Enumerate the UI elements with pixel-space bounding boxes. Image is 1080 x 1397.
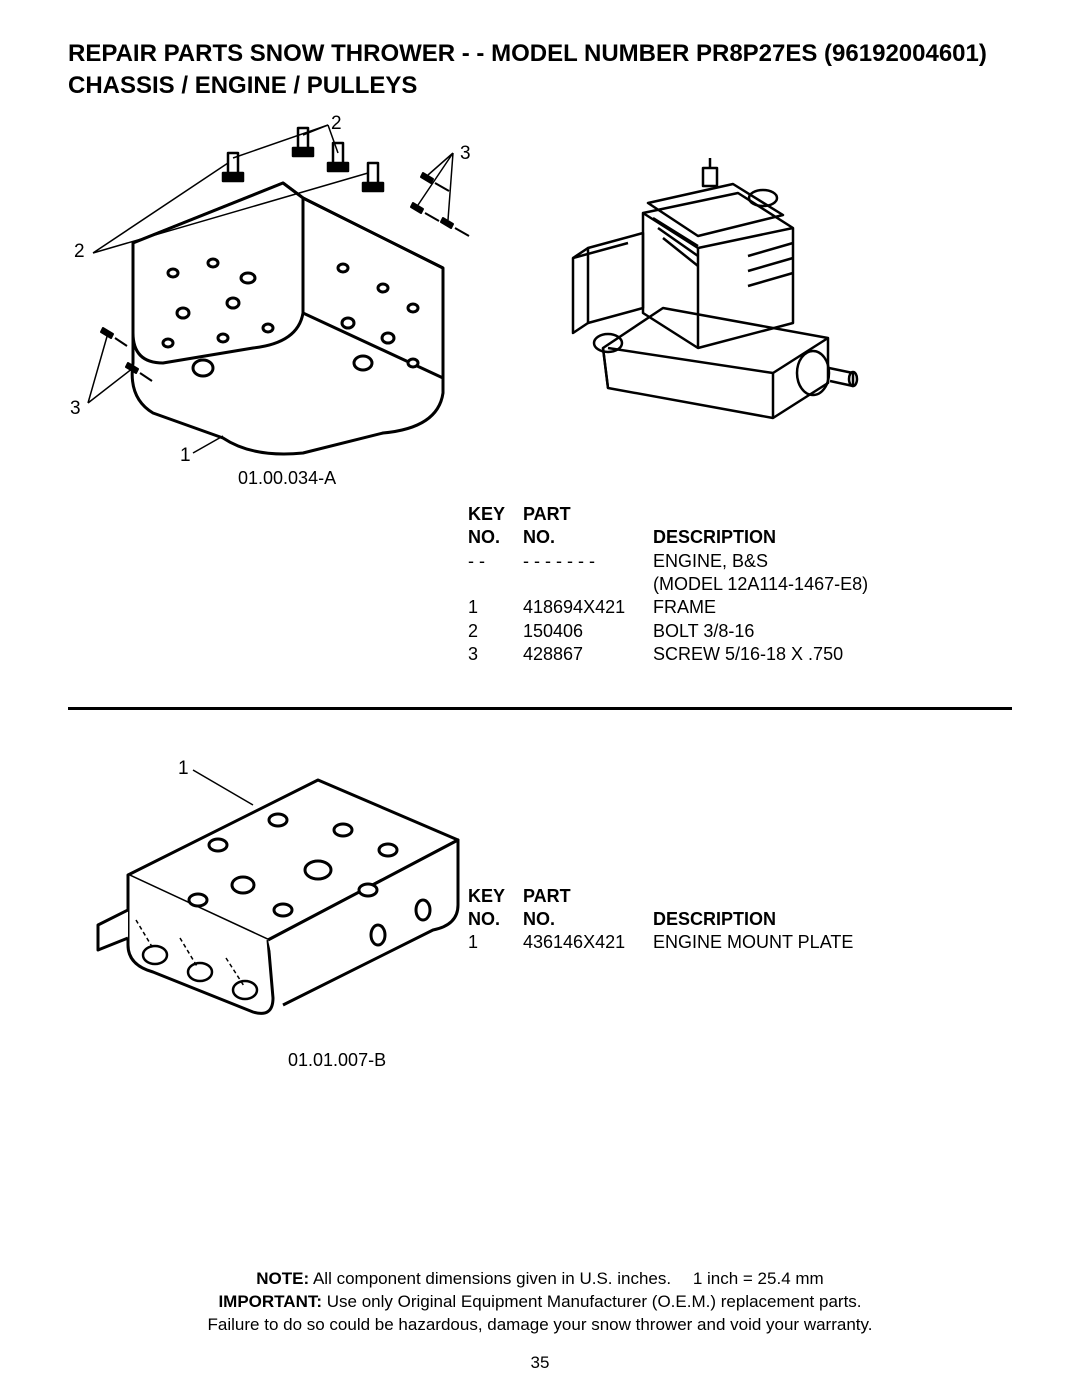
important-label: IMPORTANT: xyxy=(218,1292,322,1311)
table-row: 1418694X421FRAME xyxy=(468,596,880,619)
footer-notes: NOTE: All component dimensions given in … xyxy=(0,1268,1080,1337)
parts-table-1-area: KEYNO. PARTNO. DESCRIPTION - - - - - - -… xyxy=(468,503,1012,667)
th-part: PARTNO. xyxy=(523,503,653,550)
th-key: KEYNO. xyxy=(468,503,523,550)
leader-2-left: 2 xyxy=(74,241,85,263)
title-line-1: REPAIR PARTS SNOW THROWER - - MODEL NUMB… xyxy=(68,40,987,67)
note-text: All component dimensions given in U.S. i… xyxy=(313,1269,824,1288)
th-desc: DESCRIPTION xyxy=(653,503,880,550)
title-line-2: CHASSIS / ENGINE / PULLEYS xyxy=(68,72,417,99)
th-part: PARTNO. xyxy=(523,885,653,932)
leader-3-left: 3 xyxy=(70,398,81,420)
mount-plate-diagram xyxy=(68,750,488,1050)
diagram-1-code: 01.00.034-A xyxy=(238,468,336,489)
leader-2-top: 2 xyxy=(331,113,342,135)
leader-sec2-1: 1 xyxy=(178,758,189,780)
th-key: KEYNO. xyxy=(468,885,523,932)
frame-diagram xyxy=(73,113,493,473)
page-number: 35 xyxy=(0,1353,1080,1373)
important-text: Use only Original Equipment Manufacturer… xyxy=(327,1292,862,1311)
table-row: 2150406BOLT 3/8-16 xyxy=(468,620,880,643)
parts-table-2: KEYNO. PARTNO. DESCRIPTION 1436146X421EN… xyxy=(468,885,865,955)
note-label: NOTE: xyxy=(256,1269,309,1288)
leader-3-top: 3 xyxy=(460,143,471,165)
warning-text: Failure to do so could be hazardous, dam… xyxy=(208,1315,873,1334)
leader-1: 1 xyxy=(180,445,191,467)
engine-diagram xyxy=(548,148,888,438)
parts-table-1: KEYNO. PARTNO. DESCRIPTION - - - - - - -… xyxy=(468,503,880,667)
table-row: 1436146X421ENGINE MOUNT PLATE xyxy=(468,931,865,954)
top-diagram-area: 2 3 2 3 1 01.00.034-A xyxy=(68,113,1012,483)
table-row: 3428867SCREW 5/16-18 X .750 xyxy=(468,643,880,666)
page-title: REPAIR PARTS SNOW THROWER - - MODEL NUMB… xyxy=(68,38,1012,103)
bottom-diagram-area: 1 01.01.007-B KEYNO. PARTNO. DESCRIPTION xyxy=(68,750,1012,1120)
section-divider xyxy=(68,707,1012,710)
table-row: - - - - - - - - - ENGINE, B&S (MODEL 12A… xyxy=(468,550,880,597)
th-desc: DESCRIPTION xyxy=(653,885,865,932)
diagram-2-code: 01.01.007-B xyxy=(288,1050,386,1071)
